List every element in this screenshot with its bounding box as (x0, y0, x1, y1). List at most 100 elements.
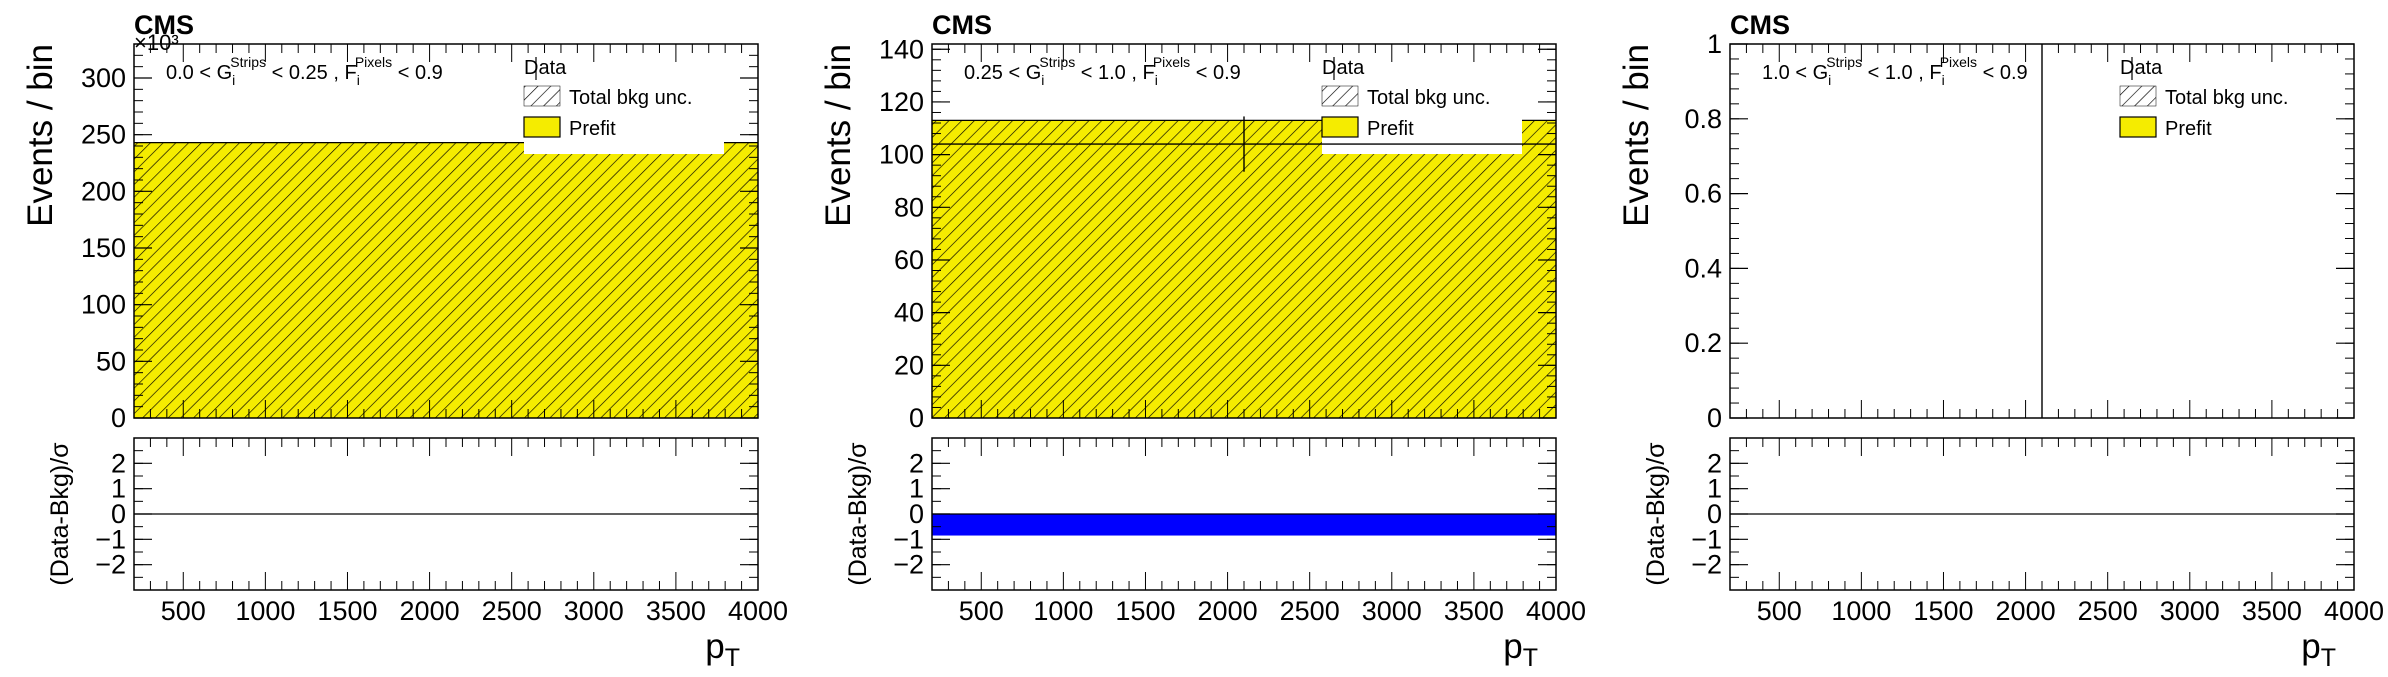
x-tick-label: 1500 (317, 596, 377, 626)
y-tick-label: 200 (81, 176, 126, 206)
x-tick-label: 3500 (2242, 596, 2302, 626)
ratio-y-tick-label: −1 (893, 524, 924, 554)
y-exponent-label: ×10³ (134, 30, 179, 55)
legend-unc-label: Total bkg unc. (1367, 87, 1490, 109)
x-tick-label: 4000 (2324, 596, 2384, 626)
x-tick-label: 3000 (2160, 596, 2220, 626)
legend-prefit-label: Prefit (2165, 118, 2212, 140)
y-tick-label: 20 (894, 350, 924, 380)
x-tick-label: 3500 (1444, 596, 1504, 626)
x-axis-title: pT (2301, 627, 2336, 672)
y-tick-label: 80 (894, 192, 924, 222)
ratio-y-tick-label: −1 (1691, 524, 1722, 554)
bkg-unc-hatch (134, 142, 758, 418)
x-tick-label: 500 (1757, 596, 1802, 626)
y-axis-title: Events / bin (1617, 44, 1656, 227)
x-tick-label: 2500 (482, 596, 542, 626)
y-tick-label: 1 (1707, 29, 1722, 59)
x-tick-label: 1000 (1033, 596, 1093, 626)
legend-data-label: Data (524, 57, 567, 79)
cms-label: CMS (932, 10, 992, 40)
region-label: 0.25 < GiStrips < 1.0 , FiPixels < 0.9 (964, 54, 1241, 88)
y-axis-title: Events / bin (21, 44, 60, 227)
x-tick-label: 3500 (646, 596, 706, 626)
x-tick-label: 1500 (1913, 596, 1973, 626)
x-tick-label: 2000 (400, 596, 460, 626)
ratio-y-tick-label: 1 (909, 474, 924, 504)
x-tick-label: 1500 (1115, 596, 1175, 626)
ratio-y-tick-label: −1 (95, 524, 126, 554)
y-tick-label: 100 (81, 290, 126, 320)
y-tick-label: 150 (81, 233, 126, 263)
cms-label: CMS (1730, 10, 1790, 40)
y-tick-label: 0 (1707, 403, 1722, 433)
ratio-y-tick-label: −2 (893, 550, 924, 580)
y-tick-label: 0.2 (1684, 328, 1722, 358)
y-tick-label: 0.4 (1684, 253, 1722, 283)
y-tick-label: 0.6 (1684, 179, 1722, 209)
ratio-y-tick-label: 0 (1707, 499, 1722, 529)
region-label: 1.0 < GiStrips < 1.0 , FiPixels < 0.9 (1762, 54, 2028, 88)
ratio-y-tick-label: 2 (1707, 448, 1722, 478)
y-tick-label: 60 (894, 245, 924, 275)
y-tick-label: 140 (879, 34, 924, 64)
legend-unc-swatch (1321, 85, 1359, 107)
y-tick-label: 300 (81, 63, 126, 93)
y-tick-label: 40 (894, 298, 924, 328)
x-tick-label: 3000 (564, 596, 624, 626)
legend-data-label: Data (2120, 57, 2163, 79)
pull-band (932, 514, 1556, 536)
x-axis-title: pT (705, 627, 740, 672)
x-tick-label: 1000 (1831, 596, 1891, 626)
legend-box (524, 68, 724, 154)
legend-unc-label: Total bkg unc. (569, 87, 692, 109)
region-cut-text: 1.0 < GiStrips < 1.0 , FiPixels < 0.9 (1762, 54, 2028, 88)
x-tick-label: 500 (161, 596, 206, 626)
ratio-y-tick-label: −2 (1691, 550, 1722, 580)
x-axis-title: pT (1503, 627, 1538, 672)
legend-unc-label: Total bkg unc. (2165, 87, 2288, 109)
x-tick-label: 2000 (1996, 596, 2056, 626)
ratio-y-tick-label: 1 (111, 474, 126, 504)
ratio-y-tick-label: 1 (1707, 474, 1722, 504)
y-tick-label: 100 (879, 140, 924, 170)
ratio-y-tick-label: −2 (95, 550, 126, 580)
ratio-y-tick-label: 0 (111, 499, 126, 529)
legend-prefit-swatch (1321, 116, 1359, 138)
legend-box (2120, 68, 2320, 154)
y-tick-label: 0 (909, 403, 924, 433)
legend-prefit-label: Prefit (1367, 118, 1414, 140)
x-tick-label: 3000 (1362, 596, 1422, 626)
region-label: 0.0 < GiStrips < 0.25 , FiPixels < 0.9 (166, 54, 443, 88)
region-cut-text: 0.0 < GiStrips < 0.25 , FiPixels < 0.9 (166, 54, 443, 88)
x-tick-label: 2500 (2078, 596, 2138, 626)
y-tick-label: 0.8 (1684, 104, 1722, 134)
legend-prefit-swatch (523, 116, 561, 138)
y-tick-label: 250 (81, 120, 126, 150)
x-tick-label: 2000 (1198, 596, 1258, 626)
legend-prefit-label: Prefit (569, 118, 616, 140)
x-tick-label: 1000 (235, 596, 295, 626)
ratio-y-tick-label: 2 (909, 448, 924, 478)
legend-unc-swatch (523, 85, 561, 107)
x-tick-label: 4000 (1526, 596, 1586, 626)
ratio-y-axis-title: (Data-Bkg)/σ (46, 442, 74, 586)
ratio-y-tick-label: 0 (909, 499, 924, 529)
legend-box (1322, 68, 1522, 154)
ratio-y-axis-title: (Data-Bkg)/σ (844, 442, 872, 586)
region-cut-text: 0.25 < GiStrips < 1.0 , FiPixels < 0.9 (964, 54, 1241, 88)
legend-data-label: Data (1322, 57, 1365, 79)
legend-prefit-swatch (2119, 116, 2157, 138)
x-tick-label: 2500 (1280, 596, 1340, 626)
cms-label: CMS (134, 10, 194, 40)
y-tick-label: 0 (111, 403, 126, 433)
x-tick-label: 4000 (728, 596, 788, 626)
legend-unc-swatch (2119, 85, 2157, 107)
